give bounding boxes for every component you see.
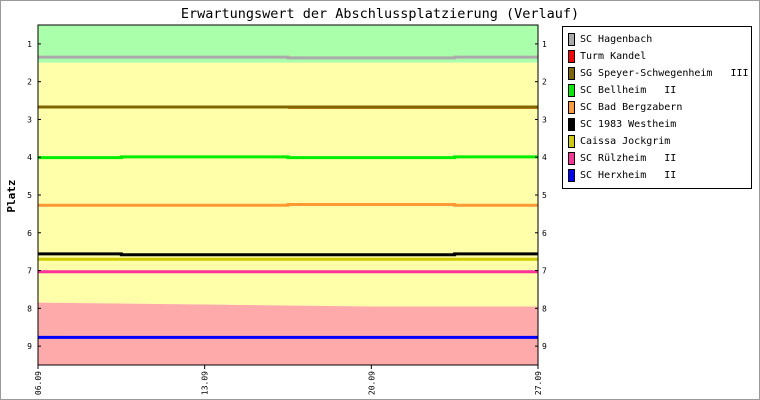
band-1 [38, 62, 538, 307]
y-tick-label-right: 9 [542, 342, 547, 351]
legend-swatch [568, 66, 575, 80]
y-tick-label-left: 9 [27, 342, 32, 351]
legend-item: SG Speyer-Schwegenheim III [568, 66, 749, 80]
y-tick-label-left: 3 [27, 115, 32, 124]
y-tick-label-left: 5 [27, 191, 32, 200]
y-tick-label-right: 8 [542, 304, 547, 313]
y-tick-label-left: 4 [27, 153, 32, 162]
series-line-sc-1983-westheim [38, 252, 538, 257]
x-tick-label: 13.09 [201, 371, 210, 395]
series-line-sc-bad-bergzabern [38, 202, 538, 207]
y-tick-label-left: 1 [27, 40, 32, 49]
y-axis-right: 1 2 3 4 5 6 7 8 9 [535, 40, 547, 351]
y-tick-label-right: 2 [542, 78, 547, 87]
legend-swatch [568, 32, 575, 46]
legend-label: Caissa Jockgrim [580, 135, 671, 147]
legend-item: SC Hagenbach [568, 32, 652, 46]
legend-item: SC Bad Bergzabern [568, 100, 682, 114]
band-0 [38, 25, 538, 63]
y-tick-label-right: 6 [542, 229, 547, 238]
legend-label: SC 1983 Westheim [580, 118, 677, 130]
legend-swatch [568, 134, 575, 148]
x-tick-label: 27.09 [534, 371, 543, 395]
y-tick-label-right: 3 [542, 115, 547, 124]
legend-swatch [568, 168, 575, 182]
legend-item: Turm Kandel [568, 49, 646, 63]
legend-label: SG Speyer-Schwegenheim III [580, 67, 749, 79]
legend-label: SC Bad Bergzabern [580, 101, 683, 113]
y-axis-label: Platz [5, 179, 18, 212]
legend-item: SC Bellheim II [568, 83, 676, 97]
band-layer [38, 25, 538, 365]
y-tick-label-right: 5 [542, 191, 547, 200]
x-tick-label: 20.09 [367, 371, 376, 395]
x-axis: 06.09 13.09 20.09 27.09 [34, 365, 543, 395]
legend-label: SC Hagenbach [580, 33, 653, 45]
y-tick-label-right: 1 [542, 40, 547, 49]
legend-item: SC Herxheim II [568, 168, 676, 182]
legend-item: Caissa Jockgrim [568, 134, 670, 148]
y-tick-label-left: 2 [27, 78, 32, 87]
series-line-sc-hagenbach [38, 55, 538, 60]
y-tick-label-left: 8 [27, 304, 32, 313]
y-tick-label-right: 4 [542, 153, 547, 162]
legend-label: SC Bellheim II [580, 84, 677, 96]
chart-title: Erwartungswert der Abschlussplatzierung … [181, 6, 579, 22]
legend-swatch [568, 49, 575, 63]
legend: SC Hagenbach Turm Kandel SG Speyer-Schwege… [562, 26, 752, 189]
y-tick-label-right: 7 [542, 267, 547, 276]
band-2 [38, 302, 538, 365]
legend-label: SC Rülzheim II [580, 152, 677, 164]
y-tick-label-left: 6 [27, 229, 32, 238]
series-layer [38, 55, 538, 339]
legend-item: SC Rülzheim II [568, 151, 676, 165]
legend-swatch [568, 117, 575, 131]
y-axis-left: 1 2 3 4 5 6 7 8 9 [27, 40, 41, 351]
legend-swatch [568, 100, 575, 114]
legend-label: Turm Kandel [580, 50, 647, 62]
legend-item: SC 1983 Westheim [568, 117, 676, 131]
legend-swatch [568, 83, 575, 97]
series-line-sc-bellheim-ii [38, 155, 538, 160]
y-tick-label-left: 7 [27, 267, 32, 276]
legend-swatch [568, 151, 575, 165]
x-tick-label: 06.09 [34, 371, 43, 395]
legend-label: SC Herxheim II [580, 169, 677, 181]
